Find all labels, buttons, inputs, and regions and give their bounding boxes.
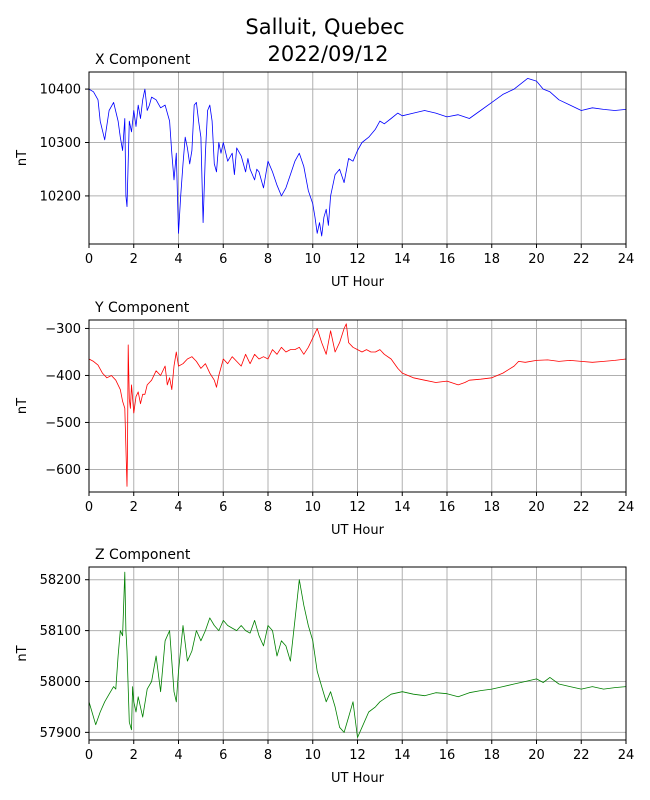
y-tick-label: 58100 [40,624,81,639]
subplot-title-z: Z Component [95,547,191,563]
y-tick-label: 58000 [40,675,81,690]
x-tick-label: 8 [264,252,272,267]
y-axis-label-y: nT [15,398,30,414]
x-tick-label: 14 [394,252,411,267]
x-tick-label: 24 [618,500,635,515]
figure-title-line1: Salluit, Quebec [245,15,404,39]
y-tick-label: −500 [45,416,81,431]
y-tick-label: 10300 [40,136,81,151]
x-tick-label: 4 [174,252,182,267]
series-line-z [88,571,627,738]
x-tick-label: 2 [130,748,138,763]
x-tick-label: 8 [264,748,272,763]
x-tick-label: 12 [349,252,366,267]
x-tick-label: 20 [528,252,545,267]
x-tick-label: 10 [304,500,321,515]
y-tick-label: −600 [45,463,81,478]
x-tick-label: 0 [85,748,93,763]
series-line-x [88,78,627,237]
x-tick-label: 14 [394,748,411,763]
x-tick-label: 6 [219,500,227,515]
x-tick-label: 16 [439,748,456,763]
figure-title-line2: 2022/09/12 [267,42,388,66]
x-tick-label: 18 [483,748,500,763]
x-tick-label: 0 [85,500,93,515]
x-tick-label: 8 [264,500,272,515]
panel-z: 0 2 4 6 8 10 12 14 16 18 20 22 245790058000581005820… [15,547,634,786]
x-tick-label: 22 [573,748,590,763]
y-tick-label: −300 [45,322,81,337]
y-tick-label: −400 [45,369,81,384]
y-tick-label: 10400 [40,83,81,98]
x-tick-label: 22 [573,252,590,267]
x-tick-label: 4 [174,748,182,763]
x-tick-label: 6 [219,748,227,763]
subplot-title-x: X Component [95,52,191,68]
x-tick-label: 20 [528,748,545,763]
x-axis-label-x: UT Hour [331,275,385,290]
y-axis-label-z: nT [15,645,30,661]
x-tick-label: 24 [618,748,635,763]
x-tick-label: 10 [304,748,321,763]
x-tick-label: 18 [483,252,500,267]
x-tick-label: 12 [349,500,366,515]
x-tick-label: 2 [130,500,138,515]
y-axis-label-x: nT [15,150,30,166]
y-tick-label: 58200 [40,573,81,588]
x-tick-label: 0 [85,252,93,267]
x-tick-label: 16 [439,252,456,267]
x-tick-label: 20 [528,500,545,515]
x-tick-label: 10 [304,252,321,267]
subplot-title-y: Y Component [94,300,190,316]
x-tick-label: 2 [130,252,138,267]
x-axis-label-z: UT Hour [331,771,385,786]
x-tick-label: 24 [618,252,635,267]
x-tick-label: 16 [439,500,456,515]
x-tick-label: 18 [483,500,500,515]
y-tick-label: 57900 [40,726,81,741]
x-axis-label-y: UT Hour [331,523,385,538]
x-tick-label: 22 [573,500,590,515]
series-line-y [88,323,627,487]
x-tick-label: 4 [174,500,182,515]
y-tick-label: 10200 [40,189,81,204]
x-tick-label: 14 [394,500,411,515]
x-tick-label: 6 [219,252,227,267]
x-tick-label: 12 [349,748,366,763]
